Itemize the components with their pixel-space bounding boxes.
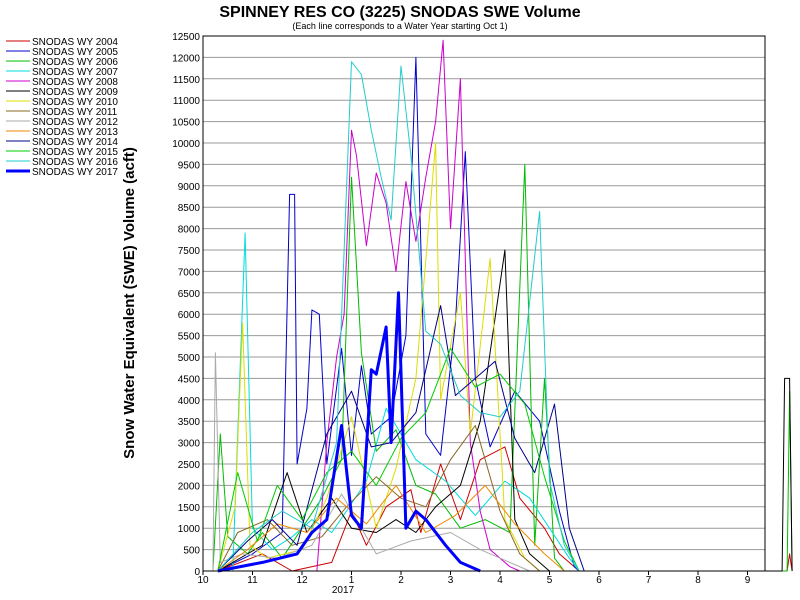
y-tick-label: 10000 — [172, 139, 200, 150]
series-line-13 — [217, 291, 481, 573]
y-tick-label: 5000 — [178, 353, 201, 364]
y-tick-label: 8500 — [178, 203, 201, 214]
legend-entry: SNODAS WY 2011 — [32, 107, 118, 118]
series-line-0 — [217, 446, 793, 572]
series-line-8 — [212, 352, 530, 572]
plot-frame — [202, 35, 766, 572]
y-tick-label: 1500 — [178, 503, 201, 514]
x-tick-label: 3 — [448, 575, 454, 586]
series-line-10 — [217, 305, 585, 572]
y-tick-label: 1000 — [178, 524, 201, 535]
series-line-3 — [232, 232, 580, 572]
legend-entry: SNODAS WY 2005 — [32, 47, 118, 58]
chart-subtitle: (Each line corresponds to a Water Year s… — [292, 21, 507, 31]
y-tick-label: 9500 — [178, 160, 201, 171]
legend-entry: SNODAS WY 2013 — [32, 127, 118, 138]
y-tick-label: 9000 — [178, 182, 201, 193]
legend-entry: SNODAS WY 2014 — [32, 137, 118, 148]
x-tick-label: 6 — [596, 575, 602, 586]
legend-entry: SNODAS WY 2004 — [32, 37, 118, 48]
series-line-4 — [316, 39, 520, 572]
legend-entry: SNODAS WY 2016 — [32, 157, 118, 168]
legend-entry: SNODAS WY 2017 — [32, 167, 118, 178]
x-tick-label: 10 — [197, 575, 209, 586]
y-axis-label: Snow Water Equivalent (SWE) Volume (acft… — [121, 147, 138, 459]
series-line-9 — [217, 484, 565, 572]
series-line-6 — [217, 142, 540, 572]
x-tick-label: 5 — [547, 575, 553, 586]
y-tick-label: 12000 — [172, 53, 200, 64]
y-tick-label: 5500 — [178, 332, 201, 343]
legend-entry: SNODAS WY 2007 — [32, 67, 118, 78]
y-tick-label: 7500 — [178, 246, 201, 257]
series-line-7 — [217, 425, 540, 572]
y-tick-label: 500 — [183, 546, 200, 557]
x-tick-label: 4 — [497, 575, 503, 586]
chart-title: SPINNEY RES CO (3225) SNODAS SWE Volume — [219, 4, 580, 21]
legend-entry: SNODAS WY 2012 — [32, 117, 118, 128]
y-tick-label: 6500 — [178, 289, 201, 300]
y-tick-label: 6000 — [178, 310, 201, 321]
y-axis-ticks: 0 500 1000 1500 2000 2500 3000 3500 4000 4500 5000… — [172, 32, 200, 578]
y-tick-label: 4500 — [178, 374, 201, 385]
y-tick-label: 3000 — [178, 439, 201, 450]
x-tick-label: 11 — [247, 575, 258, 586]
y-tick-label: 10500 — [172, 118, 200, 129]
y-tick-label: 2500 — [178, 460, 201, 471]
series-line-11 — [217, 347, 580, 572]
legend-entry: SNODAS WY 2009 — [32, 87, 118, 98]
y-tick-label: 0 — [194, 567, 200, 578]
x-tick-label: 9 — [745, 575, 751, 586]
legend-entry: SNODAS WY 2006 — [32, 57, 118, 68]
legend-entry: SNODAS WY 2015 — [32, 147, 118, 158]
x-tick-label: 8 — [695, 575, 701, 586]
x-axis-ticks: 10 11 12 1 2 3 4 5 6 7 8 9 — [197, 571, 751, 586]
y-tick-label: 2000 — [178, 481, 201, 492]
y-tick-label: 7000 — [178, 267, 201, 278]
x-tick-label: 12 — [296, 575, 308, 586]
plot-area — [212, 39, 793, 573]
legend-entry: SNODAS WY 2008 — [32, 77, 118, 88]
x-year-label: 2017 — [332, 585, 355, 596]
y-tick-label: 4000 — [178, 396, 201, 407]
y-tick-label: 3500 — [178, 417, 201, 428]
y-tick-label: 11000 — [173, 96, 201, 107]
x-tick-label: 2 — [398, 575, 404, 586]
y-tick-label: 8000 — [178, 225, 201, 236]
series-line-12 — [217, 61, 580, 572]
x-tick-label: 7 — [646, 575, 652, 586]
y-tick-label: 12500 — [172, 32, 200, 43]
y-tick-label: 11500 — [173, 75, 201, 86]
legend-entry: SNODAS WY 2010 — [32, 97, 118, 108]
x-tick-label: 1 — [349, 575, 355, 586]
